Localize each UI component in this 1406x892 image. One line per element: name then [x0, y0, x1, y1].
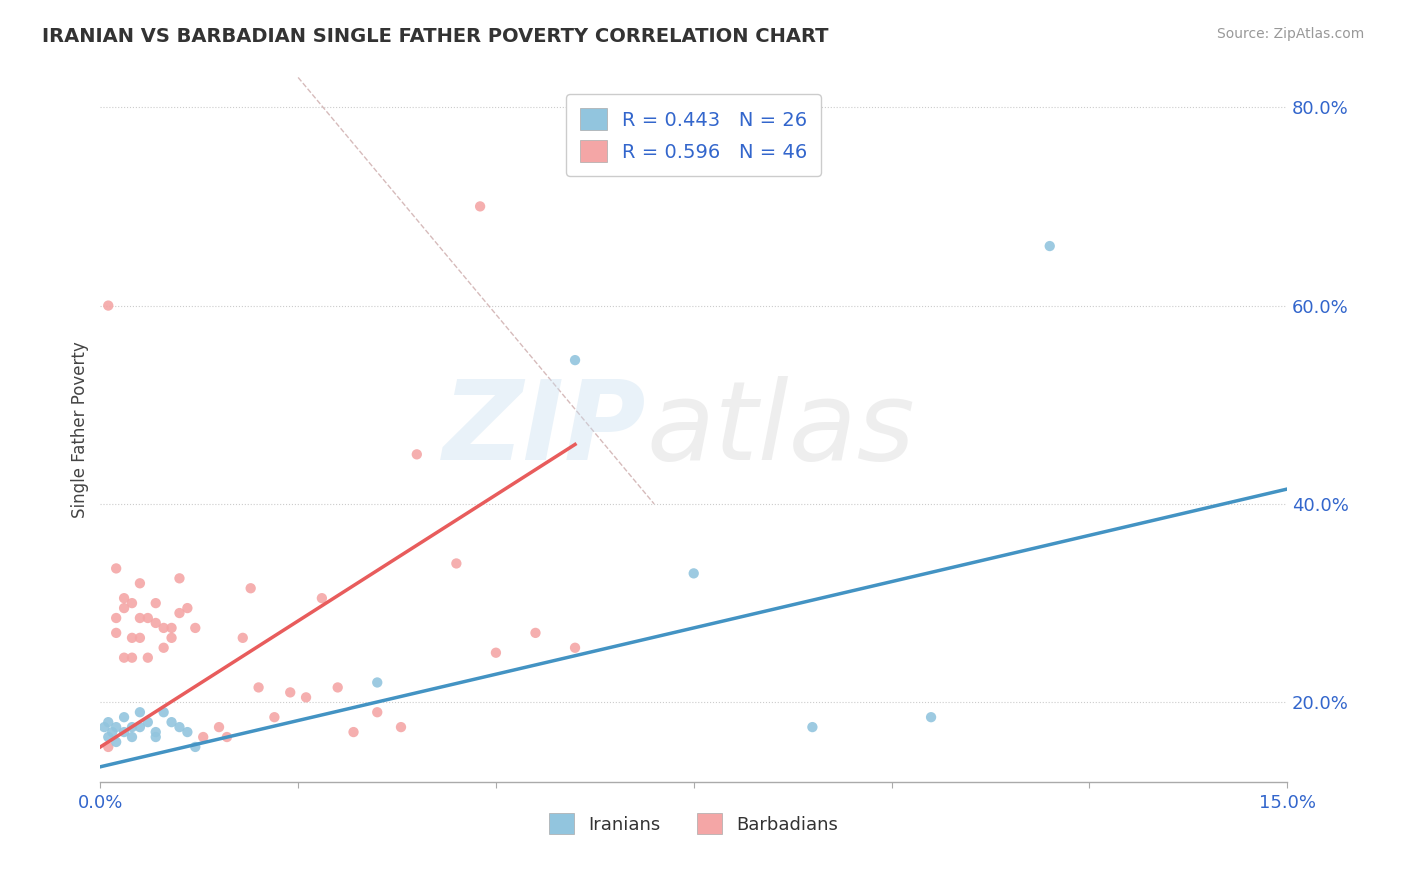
Point [682, 566, 704, 581]
Point [105, 611, 128, 625]
Point [112, 710, 135, 724]
Point [121, 650, 143, 665]
Point [129, 576, 152, 591]
Point [311, 591, 333, 606]
Point [160, 715, 183, 730]
Point [278, 685, 301, 699]
Point [152, 640, 174, 655]
Y-axis label: Single Father Poverty: Single Father Poverty [72, 341, 89, 518]
Point [169, 571, 191, 585]
Point [105, 626, 128, 640]
Point [105, 735, 128, 749]
Point [176, 725, 198, 739]
Point [920, 710, 942, 724]
Point [136, 715, 159, 730]
Point [112, 601, 135, 615]
Point [389, 720, 412, 734]
Point [524, 626, 547, 640]
Point [326, 681, 349, 695]
Point [485, 646, 508, 660]
Point [176, 601, 198, 615]
Point [152, 621, 174, 635]
Point [184, 739, 207, 754]
Point [564, 353, 586, 368]
Point [97, 739, 120, 754]
Point [129, 705, 152, 719]
Point [232, 631, 254, 645]
Point [169, 720, 191, 734]
Point [105, 720, 128, 734]
Point [112, 725, 135, 739]
Point [97, 715, 120, 730]
Point [145, 730, 167, 744]
Text: IRANIAN VS BARBADIAN SINGLE FATHER POVERTY CORRELATION CHART: IRANIAN VS BARBADIAN SINGLE FATHER POVER… [42, 27, 828, 45]
Point [184, 621, 207, 635]
Text: ZIP: ZIP [443, 376, 647, 483]
Point [801, 720, 824, 734]
Point [193, 730, 215, 744]
Point [247, 681, 270, 695]
Point [101, 725, 124, 739]
Point [446, 557, 468, 571]
Point [105, 561, 128, 575]
Point [97, 730, 120, 744]
Point [121, 730, 143, 744]
Text: atlas: atlas [647, 376, 915, 483]
Point [93, 720, 115, 734]
Point [405, 447, 427, 461]
Point [112, 650, 135, 665]
Point [145, 725, 167, 739]
Point [145, 596, 167, 610]
Point [263, 710, 285, 724]
Point [129, 720, 152, 734]
Legend: Iranians, Barbadians: Iranians, Barbadians [540, 805, 848, 843]
Point [145, 615, 167, 630]
Point [129, 631, 152, 645]
Point [468, 199, 491, 213]
Point [97, 299, 120, 313]
Point [136, 611, 159, 625]
Point [239, 581, 262, 595]
Point [208, 720, 231, 734]
Point [366, 675, 388, 690]
Point [160, 631, 183, 645]
Point [295, 690, 318, 705]
Point [160, 621, 183, 635]
Point [121, 720, 143, 734]
Point [1039, 239, 1062, 253]
Text: Source: ZipAtlas.com: Source: ZipAtlas.com [1216, 27, 1364, 41]
Point [121, 596, 143, 610]
Point [129, 611, 152, 625]
Point [215, 730, 238, 744]
Point [342, 725, 364, 739]
Point [169, 606, 191, 620]
Point [121, 631, 143, 645]
Point [564, 640, 586, 655]
Point [152, 705, 174, 719]
Point [366, 705, 388, 719]
Point [136, 650, 159, 665]
Point [112, 591, 135, 606]
